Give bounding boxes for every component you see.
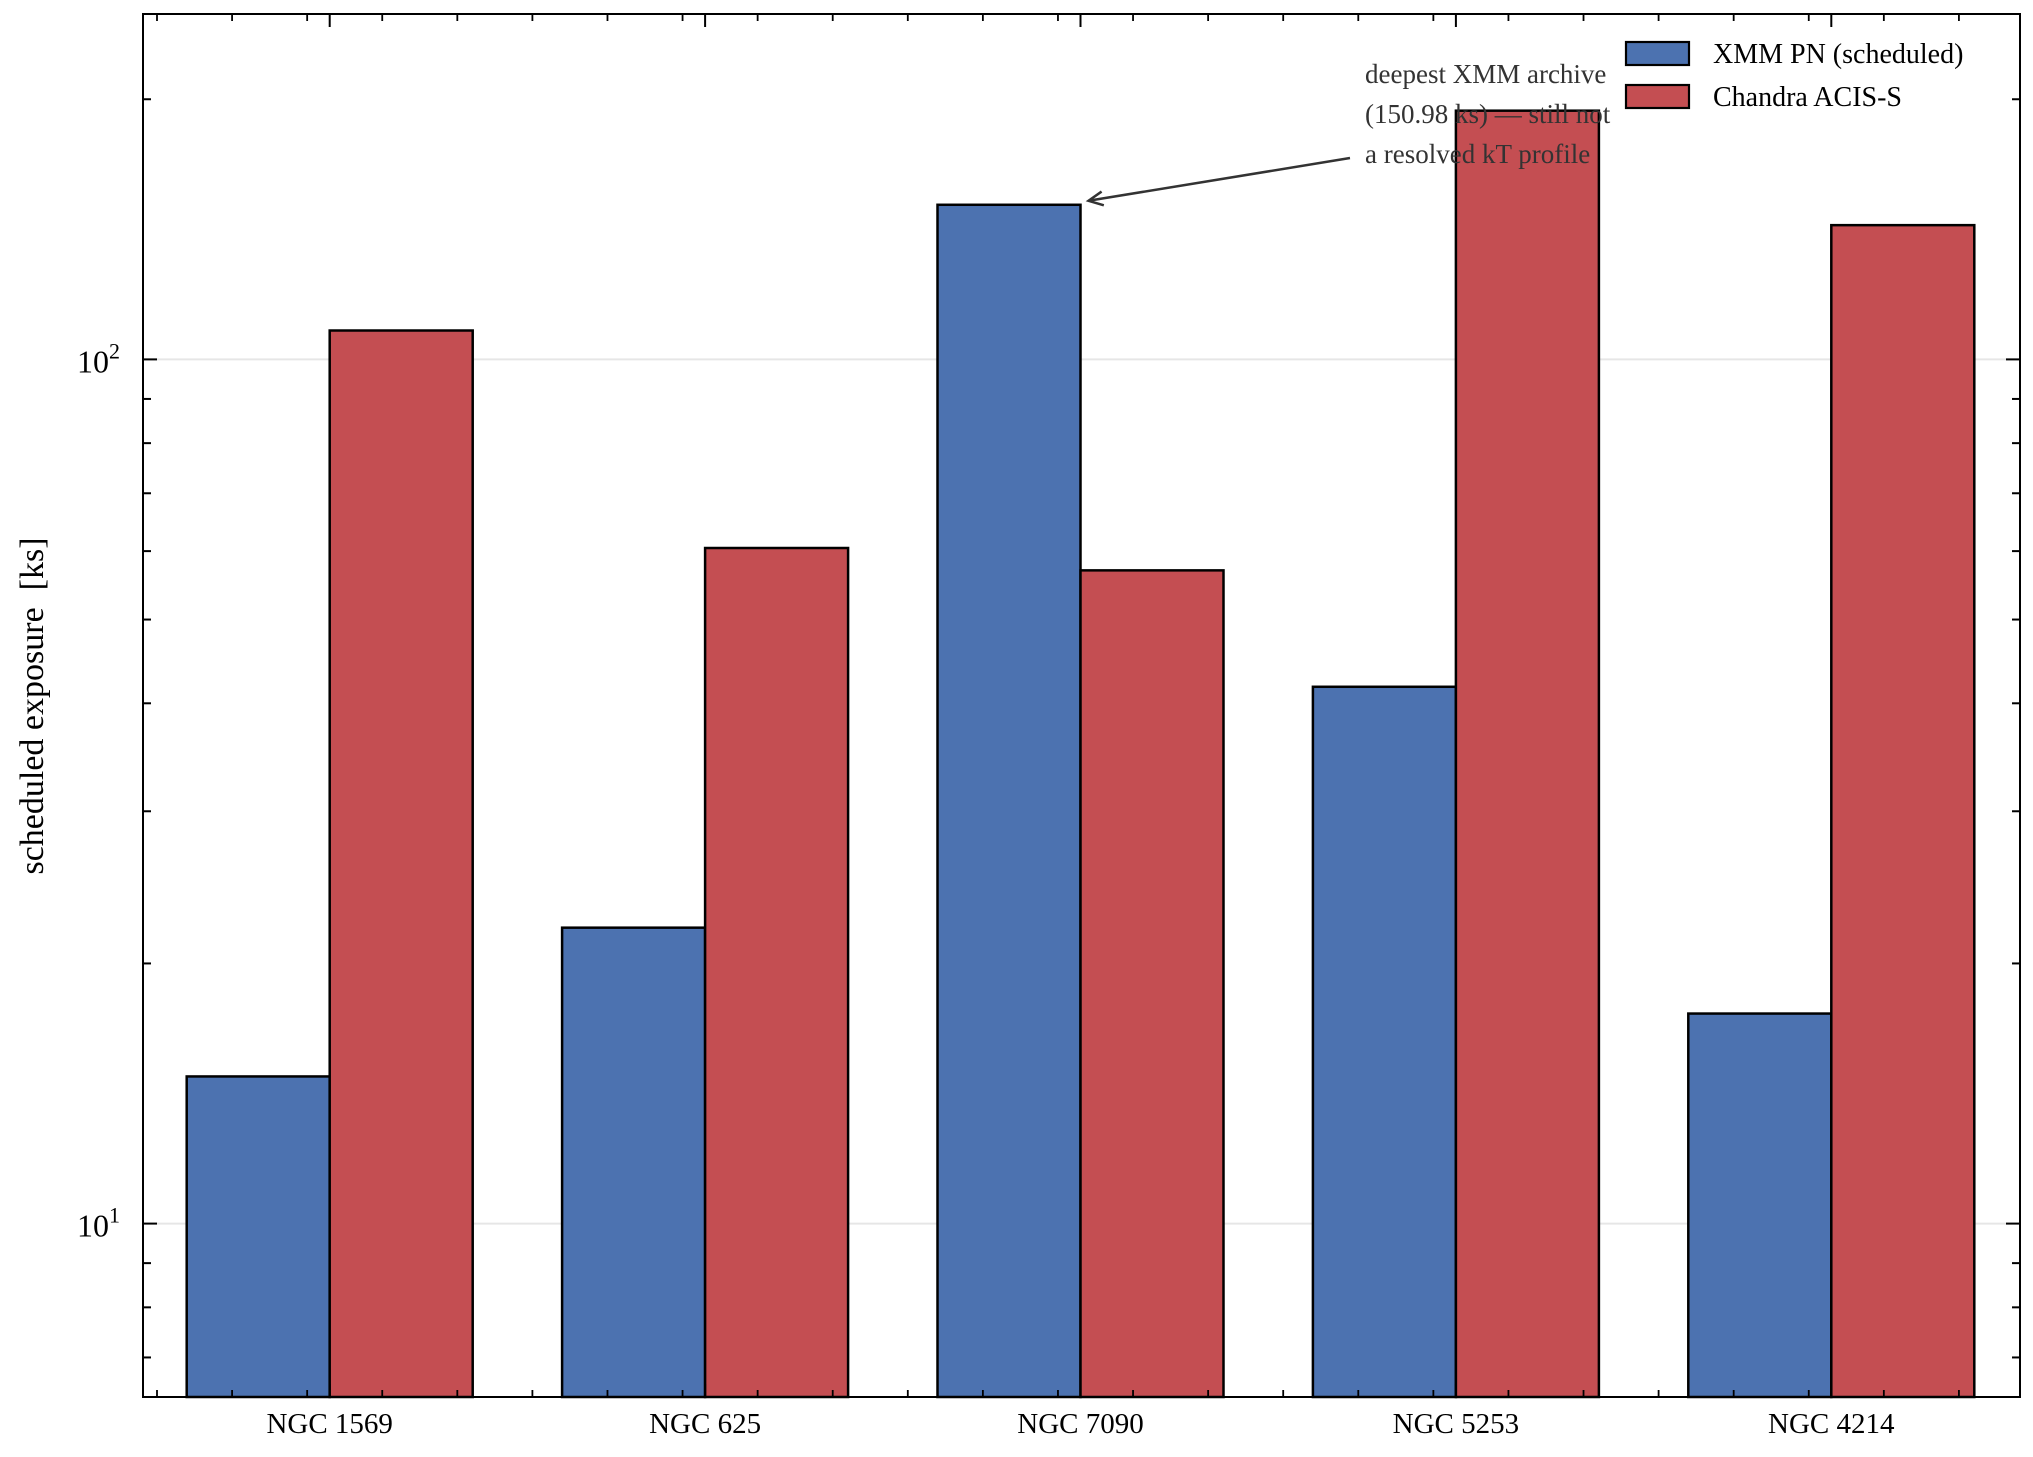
y-tick-label-base: 10 — [77, 343, 109, 379]
annotation-line: a resolved kT profile — [1365, 139, 1590, 169]
annotation-line: deepest XMM archive — [1365, 59, 1606, 89]
annotation-line: (150.98 ks) — still not — [1365, 99, 1611, 129]
annotation-arrow-head — [1085, 190, 1105, 207]
bar-xmm-4 — [1687, 1012, 1833, 1399]
y-tick-label-exponent: 2 — [109, 338, 120, 363]
bar-chandra-1 — [703, 546, 850, 1399]
legend-swatch — [1624, 40, 1691, 67]
legend-label: Chandra ACIS-S — [1713, 82, 1902, 113]
y-tick-label-exponent: 1 — [109, 1203, 120, 1228]
y-tick-label-base: 10 — [77, 1208, 109, 1244]
bar-chandra-4 — [1830, 223, 1976, 1399]
x-category-label: NGC 7090 — [1017, 1408, 1143, 1440]
annotation-arrow-line — [1088, 156, 1351, 203]
legend-swatch — [1624, 83, 1691, 110]
y-tick-label: 101 — [77, 1203, 120, 1244]
x-category-label: NGC 5253 — [1393, 1408, 1519, 1440]
bar-xmm-1 — [560, 926, 707, 1399]
bar-xmm-0 — [185, 1075, 331, 1399]
bar-chandra-3 — [1454, 109, 1601, 1399]
x-category-label: NGC 1569 — [266, 1408, 392, 1440]
bar-xmm-2 — [936, 203, 1082, 1399]
bar-xmm-3 — [1311, 685, 1458, 1399]
axes-layer — [142, 13, 2021, 1398]
x-category-label: NGC 625 — [649, 1408, 761, 1440]
bar-chandra-0 — [328, 329, 474, 1399]
annotation-layer: deepest XMM archive (150.98 ks) — still n… — [1085, 59, 1611, 207]
bars-layer — [185, 109, 1976, 1399]
legend-label: XMM PN (scheduled) — [1713, 39, 1963, 70]
y-axis-title: scheduled exposure [ks] — [14, 537, 51, 874]
bar-chandra-2 — [1079, 569, 1225, 1399]
legend: XMM PN (scheduled) Chandra ACIS-S — [1624, 39, 1963, 113]
annotation-text: deepest XMM archive (150.98 ks) — still n… — [1365, 59, 1611, 169]
y-tick-label: 102 — [77, 338, 120, 379]
x-category-label: NGC 4214 — [1768, 1408, 1895, 1440]
